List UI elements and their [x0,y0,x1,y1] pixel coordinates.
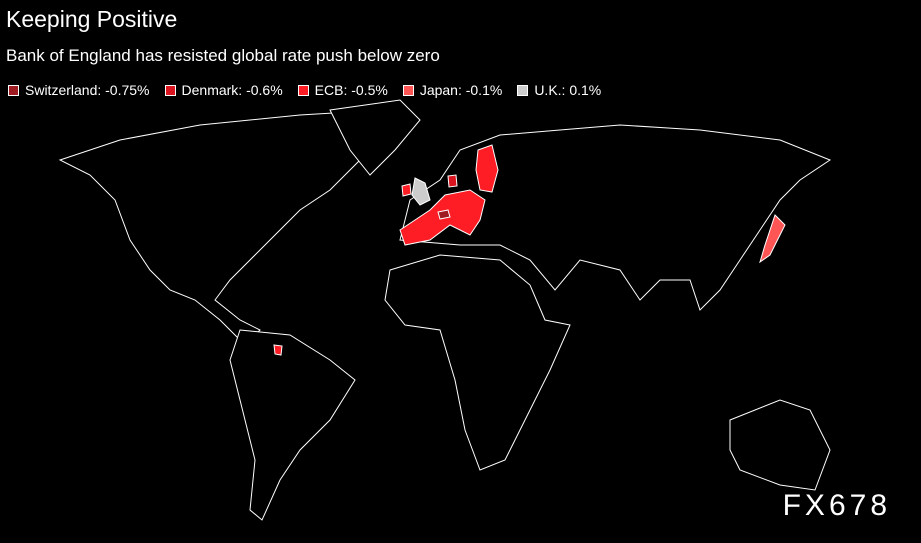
legend-item: Switzerland: -0.75% [8,82,150,98]
switzerland [437,209,451,220]
watermark: FX678 [782,489,891,522]
denmark [447,174,458,188]
north-america [58,111,386,346]
legend-swatch [8,84,19,96]
africa [384,254,571,471]
legend-label: Switzerland: -0.75% [25,82,150,98]
eurasia [399,124,832,311]
legend-swatch [402,84,414,96]
ireland [401,183,412,197]
legend-label: Denmark: -0.6% [181,82,283,98]
greenland [329,99,421,176]
japan [759,214,786,264]
legend-swatch [297,84,309,96]
title: Keeping Positive [6,6,178,32]
legend: Switzerland: -0.75% Denmark: -0.6% ECB: -0… [8,82,601,98]
legend-label: U.K.: 0.1% [534,82,602,98]
subtitle: Bank of England has resisted global rate… [6,46,440,65]
legend-item: U.K.: 0.1% [517,82,601,98]
legend-item: Denmark: -0.6% [164,82,283,98]
legend-label: ECB: -0.5% [314,82,388,98]
finland-baltics [475,144,499,193]
south-america [229,329,356,521]
legend-swatch [517,84,529,96]
australia [729,399,831,491]
legend-label: Japan: -0.1% [419,82,503,98]
legend-item: Japan: -0.1% [402,82,503,98]
french-guiana [273,344,283,356]
uk [411,177,431,206]
legend-swatch [164,84,176,96]
legend-item: ECB: -0.5% [297,82,388,98]
